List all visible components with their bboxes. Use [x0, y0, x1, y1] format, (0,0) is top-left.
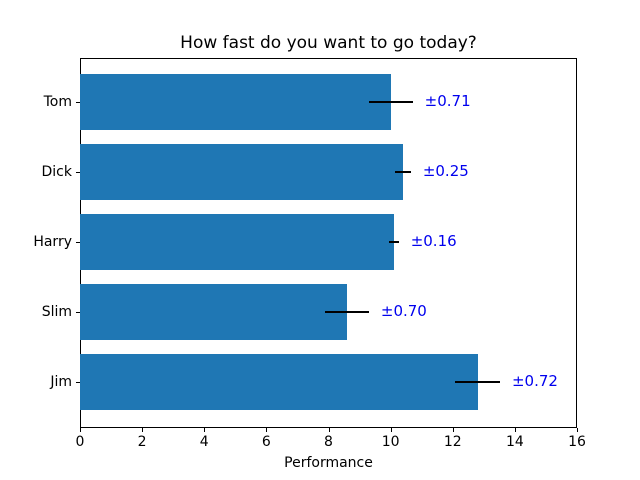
error-value-label-tom: ±0.71: [424, 92, 471, 110]
error-bar-harry: [388, 241, 399, 243]
bar-harry: [80, 214, 394, 270]
x-tick-label-8: 8: [324, 434, 333, 450]
x-axis-label: Performance: [284, 455, 373, 471]
y-tick-mark-dick: [76, 172, 80, 173]
y-tick-label-slim: Slim: [41, 304, 72, 320]
x-tick-mark-0: [80, 428, 81, 432]
x-tick-label-16: 16: [568, 434, 586, 450]
y-tick-mark-jim: [76, 382, 80, 383]
x-tick-mark-4: [204, 428, 206, 432]
x-tick-label-12: 12: [443, 434, 462, 450]
x-tick-label-14: 14: [505, 434, 524, 450]
bar-slim: [80, 284, 348, 340]
x-tick-mark-6: [266, 428, 268, 432]
y-tick-label-tom: Tom: [43, 94, 72, 110]
y-tick-mark-harry: [76, 242, 80, 243]
y-tick-label-jim: Jim: [50, 374, 72, 390]
error-bar-slim: [325, 311, 369, 313]
y-tick-label-harry: Harry: [33, 234, 72, 250]
y-tick-label-dick: Dick: [41, 164, 72, 180]
x-tick-mark-10: [390, 428, 392, 432]
error-value-label-jim: ±0.72: [511, 372, 558, 390]
chart-title: How fast do you want to go today?: [180, 33, 477, 53]
error-value-label-slim: ±0.70: [380, 302, 427, 320]
error-bar-tom: [368, 101, 413, 103]
y-tick-mark-tom: [76, 102, 80, 103]
x-tick-mark-12: [452, 428, 454, 432]
x-tick-mark-8: [328, 428, 330, 432]
x-tick-label-10: 10: [381, 434, 400, 450]
bar-jim: [80, 354, 478, 410]
error-bar-dick: [395, 171, 411, 173]
x-tick-mark-2: [142, 428, 144, 432]
x-tick-mark-16: [577, 428, 578, 432]
error-value-label-dick: ±0.25: [422, 162, 469, 180]
y-tick-mark-slim: [76, 312, 80, 313]
x-tick-label-6: 6: [261, 434, 271, 450]
error-bar-jim: [455, 381, 500, 383]
x-tick-mark-14: [514, 428, 516, 432]
x-tick-label-2: 2: [137, 434, 147, 450]
x-tick-label-4: 4: [199, 434, 209, 450]
bar-tom: [80, 74, 391, 130]
bar-dick: [80, 144, 404, 200]
error-value-label-harry: ±0.16: [410, 232, 457, 250]
x-tick-label-0: 0: [75, 434, 85, 450]
